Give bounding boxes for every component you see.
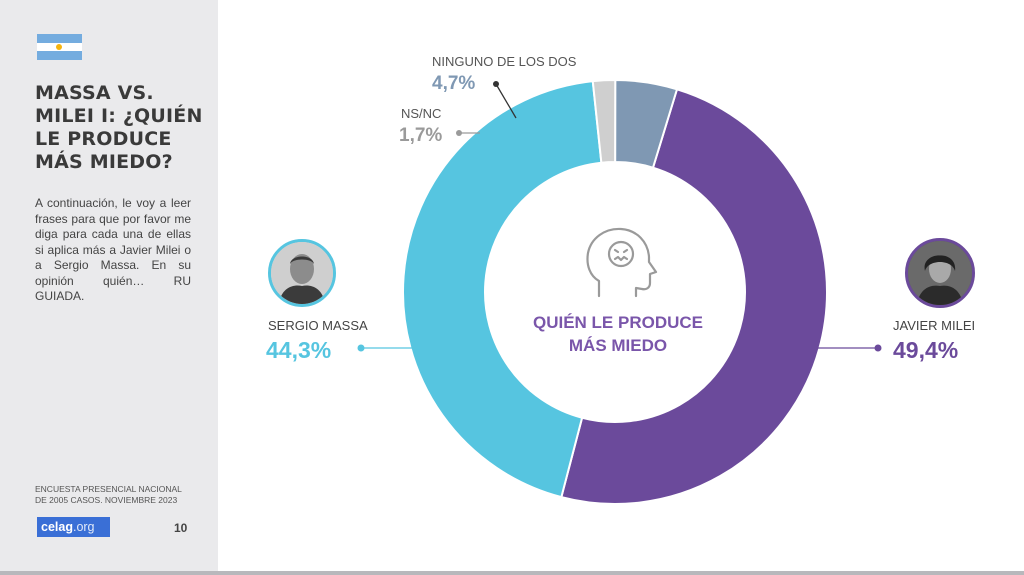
scared-head-icon xyxy=(586,227,658,298)
center-label-line2: MÁS MIEDO xyxy=(569,336,667,355)
argentina-flag-icon xyxy=(37,34,82,60)
slide-title: MASSA VS. MILEI I: ¿QUIÉN LE PRODUCE MÁS… xyxy=(35,82,203,173)
milei-portrait-icon xyxy=(908,241,972,305)
leader-lines xyxy=(357,81,882,352)
value-ns-nc: 1,7% xyxy=(399,125,442,146)
bottom-bar xyxy=(0,571,1024,575)
label-ns-nc: NS/NC xyxy=(401,106,441,121)
sergio-massa-photo xyxy=(268,239,336,307)
donut-hole xyxy=(485,162,745,422)
logo-suffix: .org xyxy=(72,520,95,534)
label-javier-milei: JAVIER MILEI xyxy=(893,318,975,333)
value-ninguno: 4,7% xyxy=(432,73,475,94)
celag-logo: celag.org xyxy=(37,517,110,537)
massa-portrait-icon xyxy=(271,242,333,304)
javier-milei-photo xyxy=(905,238,975,308)
label-sergio-massa: SERGIO MASSA xyxy=(268,318,368,333)
survey-source: ENCUESTA PRESENCIAL NACIONAL DE 2005 CAS… xyxy=(35,484,182,505)
label-ninguno: NINGUNO DE LOS DOS xyxy=(432,54,577,69)
page-number: 10 xyxy=(174,521,188,535)
donut-slices xyxy=(402,78,828,505)
question-description: A continuación, le voy a leer frases par… xyxy=(35,196,191,303)
donut-chart: QUIÉN LE PRODUCE MÁS MIEDO SERGIO MASSA … xyxy=(266,54,975,505)
sidebar: MASSA VS. MILEI I: ¿QUIÉN LE PRODUCE MÁS… xyxy=(0,0,218,575)
value-sergio-massa: 44,3% xyxy=(266,337,331,363)
logo-main: celag xyxy=(41,520,73,534)
value-javier-milei: 49,4% xyxy=(893,337,958,363)
center-label-line1: QUIÉN LE PRODUCE xyxy=(533,313,703,332)
